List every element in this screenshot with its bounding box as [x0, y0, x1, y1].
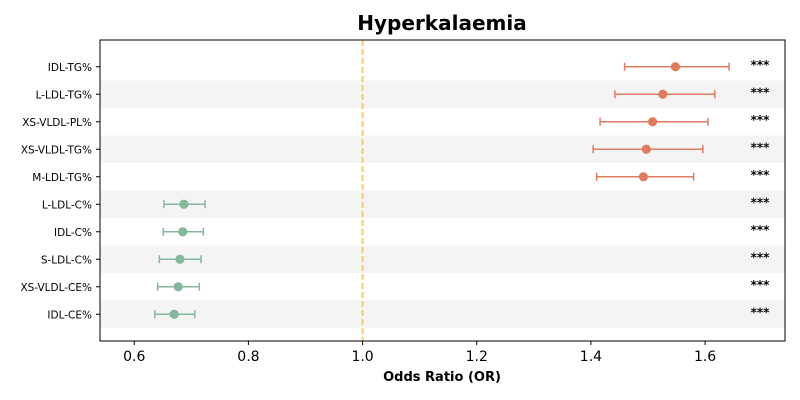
significance-label: ***: [751, 278, 771, 292]
or-point: [175, 254, 185, 264]
row-label: XS-VLDL-CE%: [20, 282, 92, 294]
forest-row: L-LDL-C% ***: [42, 195, 770, 211]
forest-row: IDL-C% ***: [54, 223, 770, 239]
forest-row: XS-VLDL-CE% ***: [20, 278, 770, 294]
x-tick-label: 1.0: [351, 349, 373, 365]
x-tick-label: 1.2: [466, 349, 488, 365]
x-axis: 0.6 0.8 1.0 1.2 1.4 1.6: [123, 341, 716, 365]
significance-label: ***: [751, 168, 771, 182]
significance-label: ***: [751, 58, 771, 72]
or-point: [178, 227, 188, 237]
forest-row: L-LDL-TG% ***: [36, 85, 771, 101]
or-point: [173, 282, 183, 292]
forest-row: XS-VLDL-TG% ***: [21, 140, 770, 156]
or-point: [658, 89, 668, 99]
row-label: L-LDL-TG%: [36, 89, 92, 101]
chart-title: Hyperkalaemia: [357, 11, 526, 35]
row-label: L-LDL-C%: [42, 199, 92, 211]
or-point: [647, 117, 658, 127]
significance-label: ***: [751, 113, 771, 127]
or-point: [179, 199, 189, 209]
x-tick-label: 0.6: [123, 349, 145, 365]
row-label: XS-VLDL-PL%: [22, 117, 92, 129]
significance-label: ***: [751, 223, 771, 237]
x-tick-label: 1.4: [580, 349, 602, 365]
forest-row: XS-VLDL-PL% ***: [22, 113, 770, 129]
row-band: [100, 245, 785, 273]
row-label: S-LDL-C%: [41, 254, 92, 266]
or-point: [169, 309, 179, 319]
plot-frame: [99, 39, 786, 342]
significance-label: ***: [751, 250, 771, 264]
significance-label: ***: [751, 85, 771, 99]
forest-row: IDL-CE% ***: [47, 305, 770, 321]
row-label: IDL-CE%: [47, 309, 92, 321]
x-tick-label: 1.6: [694, 349, 716, 365]
or-point: [641, 144, 651, 154]
forest-row: IDL-TG% ***: [48, 58, 770, 74]
row-label: M-LDL-TG%: [32, 172, 92, 184]
row-label: XS-VLDL-TG%: [21, 144, 92, 156]
row-label: IDL-TG%: [48, 62, 92, 74]
row-label: IDL-C%: [54, 227, 92, 239]
significance-label: ***: [751, 140, 771, 154]
forest-row: M-LDL-TG% ***: [32, 168, 770, 184]
rows-group: IDL-TG% ***L-LDL-TG% ***XS-VLDL-PL% ***XS-V…: [20, 58, 770, 322]
row-band: [100, 300, 785, 328]
x-tick-label: 0.8: [237, 349, 259, 365]
significance-label: ***: [751, 305, 771, 319]
x-axis-label: Odds Ratio (OR): [383, 370, 501, 385]
significance-label: ***: [751, 195, 771, 209]
or-point: [638, 172, 649, 182]
forest-row: S-LDL-C% ***: [41, 250, 770, 266]
row-band: [100, 190, 785, 218]
or-point: [670, 62, 681, 72]
